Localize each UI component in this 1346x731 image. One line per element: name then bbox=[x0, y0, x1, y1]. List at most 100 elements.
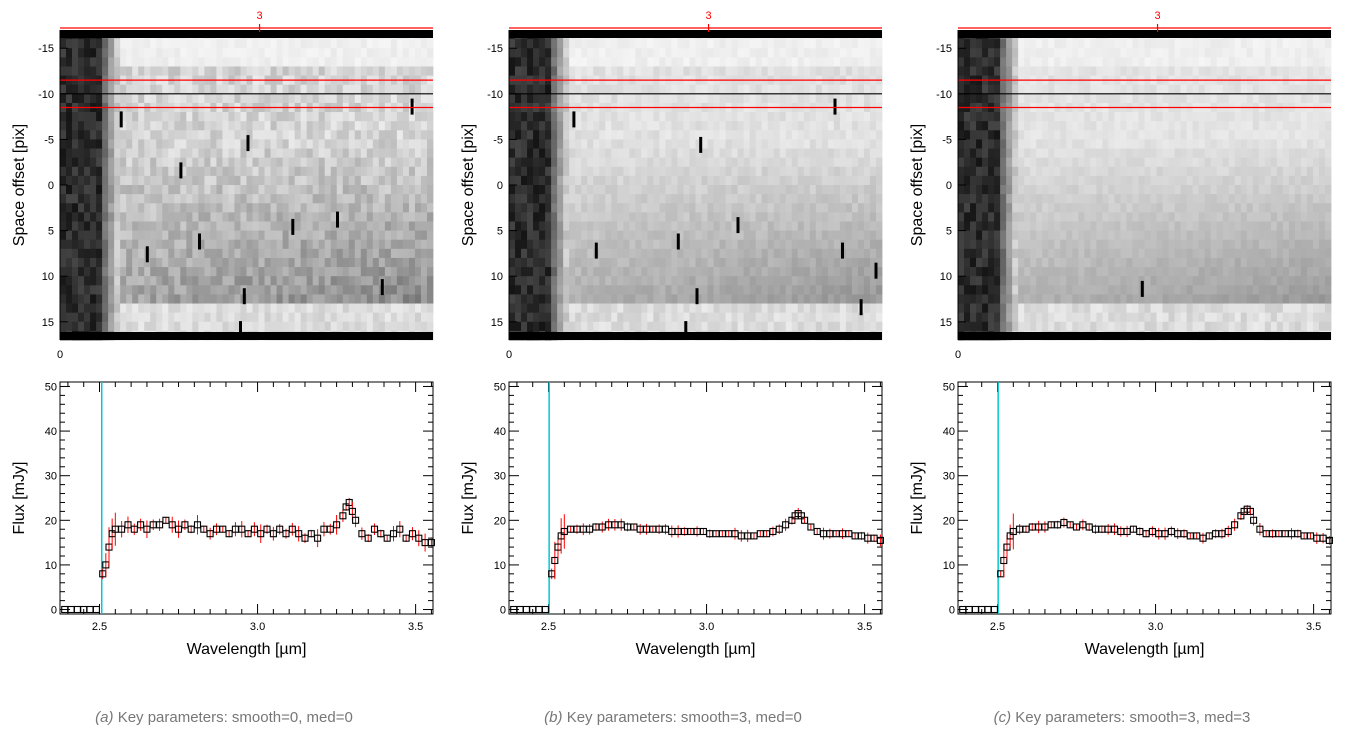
image-pixel bbox=[318, 267, 326, 277]
image-pixel bbox=[797, 230, 805, 241]
image-pixel bbox=[126, 66, 133, 76]
image-pixel bbox=[240, 257, 247, 268]
image-pixel bbox=[695, 303, 702, 314]
image-pixel bbox=[384, 121, 392, 131]
image-pixel bbox=[809, 221, 817, 231]
image-pixel bbox=[156, 185, 163, 195]
image-pixel bbox=[581, 175, 588, 186]
image-pixel bbox=[707, 166, 714, 177]
image-pixel bbox=[252, 166, 259, 177]
image-pixel bbox=[869, 203, 877, 213]
image-pixel bbox=[360, 84, 368, 95]
image-pixel bbox=[408, 294, 416, 304]
image-pixel bbox=[863, 93, 871, 104]
data-point bbox=[307, 530, 315, 538]
image-pixel bbox=[515, 175, 522, 186]
image-pixel bbox=[378, 57, 386, 67]
image-pixel bbox=[665, 248, 672, 259]
image-pixel bbox=[270, 221, 277, 231]
image-pixel bbox=[707, 221, 714, 231]
image-pixel bbox=[958, 139, 965, 149]
image-pixel bbox=[827, 157, 835, 168]
image-pixel bbox=[168, 312, 175, 323]
image-pixel bbox=[378, 148, 386, 159]
image-pixel bbox=[150, 248, 157, 259]
image-pixel bbox=[605, 84, 612, 95]
image-pixel bbox=[875, 285, 883, 295]
image-pixel bbox=[156, 276, 163, 286]
image-pixel bbox=[815, 185, 823, 195]
image-pixel bbox=[839, 321, 847, 332]
image-pixel bbox=[599, 175, 606, 186]
image-pixel bbox=[863, 148, 871, 159]
image-pixel bbox=[982, 57, 989, 67]
image-pixel bbox=[108, 203, 115, 213]
image-pixel bbox=[701, 203, 708, 213]
image-pixel bbox=[707, 212, 714, 222]
image-pixel bbox=[629, 285, 636, 295]
image-pixel bbox=[216, 139, 223, 149]
image-pixel bbox=[545, 312, 552, 323]
image-pixel bbox=[366, 39, 374, 49]
image-pixel bbox=[408, 276, 416, 286]
image-pixel bbox=[707, 84, 714, 95]
image-pixel bbox=[527, 221, 534, 231]
caption-tag-b: (b) bbox=[544, 709, 563, 726]
image-pixel bbox=[282, 148, 290, 159]
image-pixel bbox=[749, 257, 757, 268]
image-pixel bbox=[318, 48, 326, 58]
data-point bbox=[225, 530, 233, 538]
image-pixel bbox=[815, 267, 823, 277]
image-pixel bbox=[713, 194, 720, 204]
image-pixel bbox=[114, 194, 121, 204]
image-pixel bbox=[976, 267, 983, 277]
image-pixel bbox=[342, 239, 350, 250]
image-pixel bbox=[168, 203, 175, 213]
image-pixel bbox=[833, 130, 841, 140]
data-point bbox=[276, 525, 284, 533]
image-pixel bbox=[785, 121, 793, 131]
image-pixel bbox=[306, 203, 314, 213]
image-pixel bbox=[348, 121, 356, 131]
image-pixel bbox=[252, 257, 259, 268]
image-pixel bbox=[611, 221, 618, 231]
data-point bbox=[162, 516, 170, 524]
data-point bbox=[137, 521, 145, 529]
image-pixel bbox=[755, 294, 763, 304]
image-pixel bbox=[60, 57, 67, 67]
image-pixel bbox=[354, 66, 362, 76]
image-pixel bbox=[982, 230, 989, 241]
image-pixel bbox=[270, 248, 277, 259]
image-pixel bbox=[857, 166, 865, 177]
image-pixel bbox=[653, 175, 660, 186]
image-pixel bbox=[228, 212, 235, 222]
image-pixel bbox=[839, 48, 847, 58]
image-y-tick-label: 10 bbox=[491, 271, 503, 283]
image-pixel bbox=[713, 276, 720, 286]
image-pixel bbox=[791, 139, 799, 149]
image-pixel bbox=[869, 230, 877, 241]
image-pixel bbox=[623, 166, 630, 177]
image-pixel bbox=[264, 194, 271, 204]
image-pixel bbox=[599, 185, 606, 195]
image-pixel bbox=[246, 248, 253, 259]
image-pixel bbox=[312, 212, 320, 222]
image-pixel bbox=[90, 66, 97, 76]
image-pixel bbox=[264, 212, 271, 222]
image-pixel bbox=[246, 166, 253, 177]
image-pixel bbox=[192, 267, 199, 277]
image-pixel bbox=[988, 166, 995, 177]
image-pixel bbox=[749, 139, 757, 149]
image-pixel bbox=[665, 294, 672, 304]
image-pixel bbox=[264, 48, 271, 58]
image-pixel bbox=[557, 57, 564, 67]
image-pixel bbox=[396, 294, 404, 304]
image-pixel bbox=[240, 212, 247, 222]
image-pixel bbox=[402, 230, 410, 241]
image-pixel bbox=[527, 93, 534, 104]
image-pixel bbox=[288, 276, 296, 286]
image-pixel bbox=[611, 66, 618, 76]
image-pixel bbox=[324, 112, 332, 122]
image-pixel bbox=[851, 221, 859, 231]
image-pixel bbox=[120, 312, 127, 323]
